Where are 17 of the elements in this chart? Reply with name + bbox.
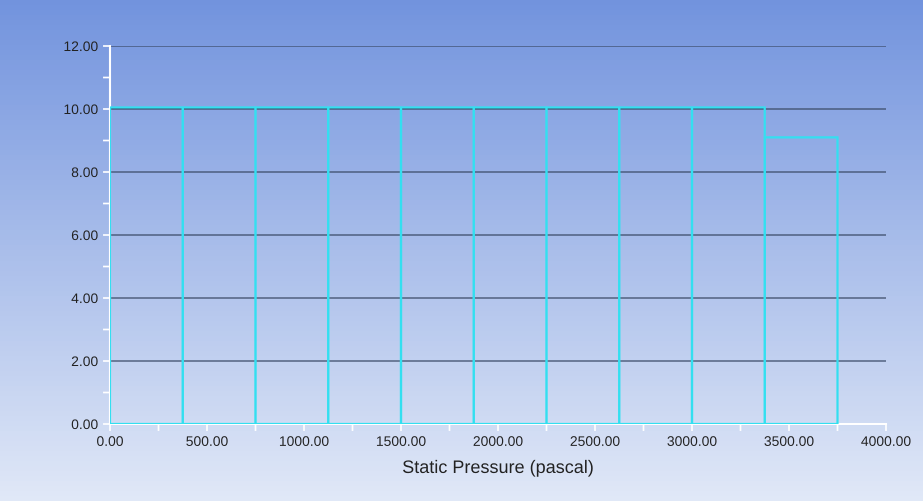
y-tick-label: 0.00 (72, 419, 98, 430)
x-tick-label: 3000.00 (667, 436, 717, 446)
x-tick-label: 2000.00 (474, 436, 523, 446)
x-tick-label: 3500.00 (764, 436, 814, 446)
x-tick-label: 4000.00 (861, 436, 911, 446)
x-tick-label: 500.00 (186, 436, 228, 446)
y-tick-label: 8.00 (72, 167, 98, 178)
y-tick-label: 2.00 (72, 356, 98, 366)
y-tick-label: 6.00 (72, 230, 98, 240)
y-tick-label: 12.00 (64, 41, 98, 52)
x-tick-label: 1500.00 (376, 436, 426, 446)
y-tick-label: 4.00 (71, 293, 98, 304)
x-tick-label: 2500.00 (570, 436, 620, 446)
x-tick-label: 1000.00 (280, 436, 329, 446)
x-tick-label: 0.00 (97, 436, 123, 446)
x-axis-title: Static Pressure (pascal) (403, 460, 593, 477)
y-tick-label: 10.00 (64, 104, 98, 114)
